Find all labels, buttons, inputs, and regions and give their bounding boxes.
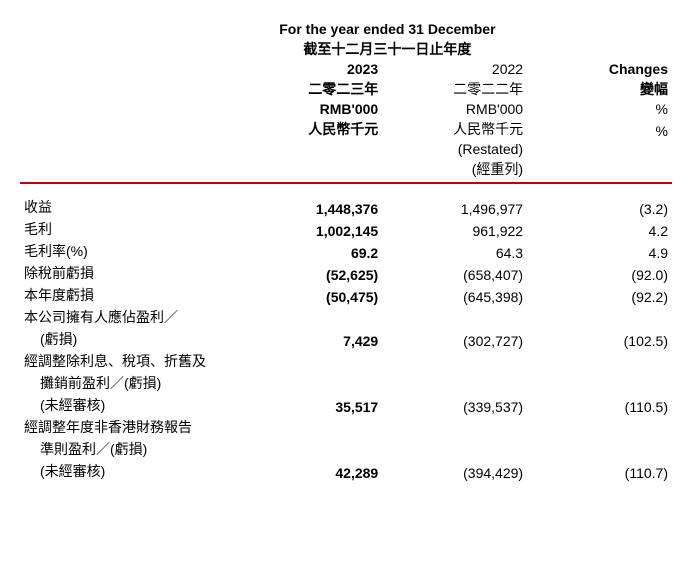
cell-y2: 64.3 — [382, 240, 527, 262]
cell-chg: 4.9 — [527, 240, 672, 262]
col-2022-restated-zh: (經重列) — [382, 158, 527, 180]
cell-y1: 1,448,376 — [248, 196, 383, 218]
cell-chg: (3.2) — [527, 196, 672, 218]
period-heading-en: For the year ended 31 December — [248, 20, 527, 38]
cell-chg: (110.5) — [527, 394, 672, 416]
header-restated-zh: (經重列) — [20, 158, 672, 180]
row-label: 經調整除利息、稅項、折舊及 — [20, 350, 248, 372]
row-gross-profit: 毛利 1,002,145 961,922 4.2 — [20, 218, 672, 240]
row-label: 毛利率(%) — [20, 240, 248, 262]
col-changes-pct2: % — [527, 118, 672, 140]
row-loss-year: 本年度虧損 (50,475) (645,398) (92.2) — [20, 284, 672, 306]
cell-y1: 35,517 — [248, 394, 383, 416]
period-heading-zh: 截至十二月三十一日止年度 — [248, 38, 527, 60]
row-adj-nonhk-l1: 經調整年度非香港財務報告 — [20, 416, 672, 438]
cell-y2: 1,496,977 — [382, 196, 527, 218]
header-restated-en: (Restated) — [20, 140, 672, 158]
col-changes-pct1: % — [527, 100, 672, 118]
col-2023-unit-zh: 人民幣千元 — [248, 118, 383, 140]
cell-chg: (92.0) — [527, 262, 672, 284]
row-label: 本公司擁有人應佔盈利／ — [20, 306, 248, 328]
cell-y1: 69.2 — [248, 240, 383, 262]
row-revenue: 收益 1,448,376 1,496,977 (3.2) — [20, 196, 672, 218]
cell-chg: 4.2 — [527, 218, 672, 240]
row-adj-ebitda-l1: 經調整除利息、稅項、折舊及 — [20, 350, 672, 372]
col-2022-year: 2022 — [382, 60, 527, 78]
cell-y2: (394,429) — [382, 460, 527, 482]
col-2023-year: 2023 — [248, 60, 383, 78]
col-2022-restated-en: (Restated) — [382, 140, 527, 158]
col-2022-year-zh: 二零二二年 — [382, 78, 527, 100]
row-label: (未經審核) — [20, 460, 248, 482]
col-2023-unit-en: RMB'000 — [248, 100, 383, 118]
header-super-zh: 截至十二月三十一日止年度 — [20, 38, 672, 60]
cell-y1: (52,625) — [248, 262, 383, 284]
row-adj-nonhk-l3: (未經審核) 42,289 (394,429) (110.7) — [20, 460, 672, 482]
row-label: 攤銷前盈利／(虧損) — [20, 372, 248, 394]
header-year-zh: 二零二三年 二零二二年 變幅 — [20, 78, 672, 100]
header-unit-en: RMB'000 RMB'000 % — [20, 100, 672, 118]
row-label: 收益 — [20, 196, 248, 218]
cell-y2: (339,537) — [382, 394, 527, 416]
header-super-en: For the year ended 31 December — [20, 20, 672, 38]
col-2022-unit-en: RMB'000 — [382, 100, 527, 118]
cell-chg: (110.7) — [527, 460, 672, 482]
col-2023-year-zh: 二零二三年 — [248, 78, 383, 100]
header-year: 2023 2022 Changes — [20, 60, 672, 78]
cell-y2: (645,398) — [382, 284, 527, 306]
col-2022-unit-zh: 人民幣千元 — [382, 118, 527, 140]
row-gross-margin: 毛利率(%) 69.2 64.3 4.9 — [20, 240, 672, 262]
row-adj-nonhk-l2: 準則盈利／(虧損) — [20, 438, 672, 460]
row-label: 毛利 — [20, 218, 248, 240]
cell-y1: 7,429 — [248, 328, 383, 350]
cell-y1: 42,289 — [248, 460, 383, 482]
row-owners-equity-l2: (虧損) 7,429 (302,727) (102.5) — [20, 328, 672, 350]
row-adj-ebitda-l2: 攤銷前盈利／(虧損) — [20, 372, 672, 394]
col-changes-en: Changes — [527, 60, 672, 78]
cell-chg: (92.2) — [527, 284, 672, 306]
row-label: (虧損) — [20, 328, 248, 350]
row-label: 準則盈利／(虧損) — [20, 438, 248, 460]
cell-y2: (658,407) — [382, 262, 527, 284]
row-owners-equity-l1: 本公司擁有人應佔盈利／ — [20, 306, 672, 328]
financial-summary-table: For the year ended 31 December 截至十二月三十一日… — [20, 20, 672, 482]
header-unit-zh: 人民幣千元 人民幣千元 % — [20, 118, 672, 140]
row-loss-before-tax: 除稅前虧損 (52,625) (658,407) (92.0) — [20, 262, 672, 284]
cell-chg: (102.5) — [527, 328, 672, 350]
cell-y1: 1,002,145 — [248, 218, 383, 240]
row-label: 除稅前虧損 — [20, 262, 248, 284]
cell-y2: (302,727) — [382, 328, 527, 350]
row-label: 本年度虧損 — [20, 284, 248, 306]
cell-y2: 961,922 — [382, 218, 527, 240]
row-label: (未經審核) — [20, 394, 248, 416]
row-adj-ebitda-l3: (未經審核) 35,517 (339,537) (110.5) — [20, 394, 672, 416]
col-changes-zh: 變幅 — [527, 78, 672, 100]
row-label: 經調整年度非香港財務報告 — [20, 416, 248, 438]
cell-y1: (50,475) — [248, 284, 383, 306]
